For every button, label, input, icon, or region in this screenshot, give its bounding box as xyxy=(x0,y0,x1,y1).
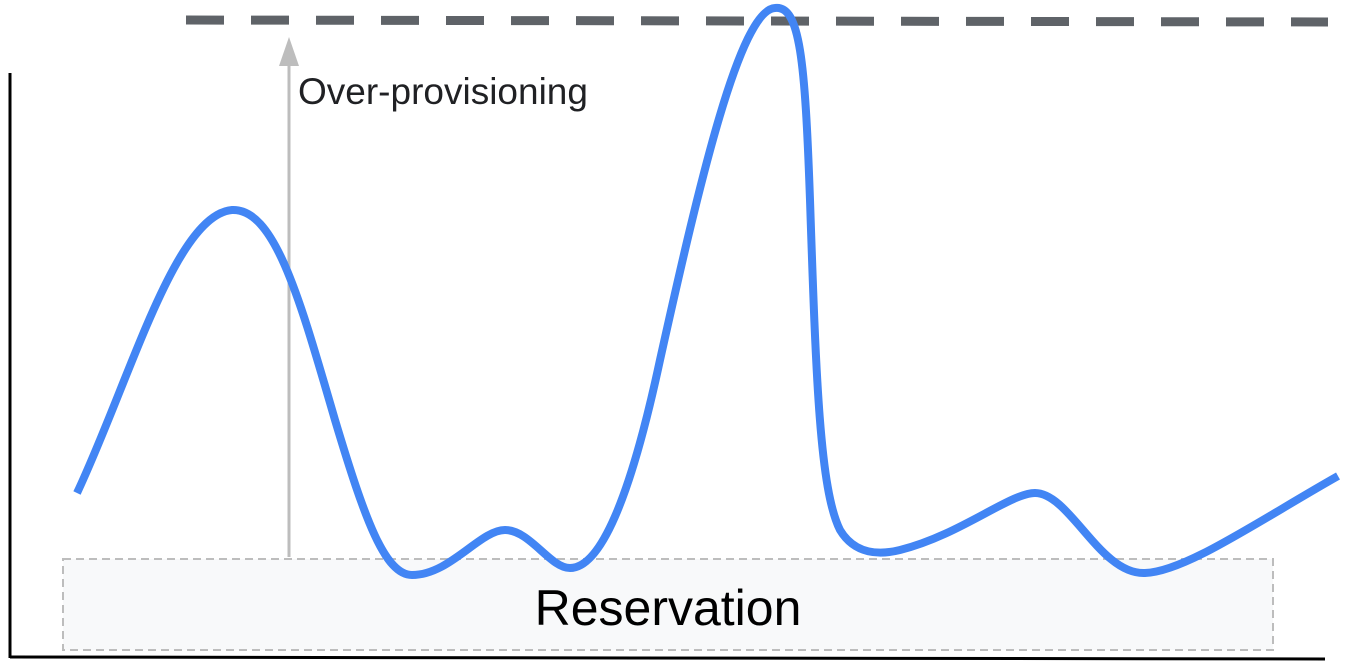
over-provisioning-label: Over-provisioning xyxy=(298,71,588,112)
x-axis xyxy=(9,655,1326,661)
usage-curve xyxy=(73,3,1340,579)
reservation-label: Reservation xyxy=(535,580,802,636)
reservation-box xyxy=(62,558,1274,651)
arrowhead-icon xyxy=(279,37,299,66)
